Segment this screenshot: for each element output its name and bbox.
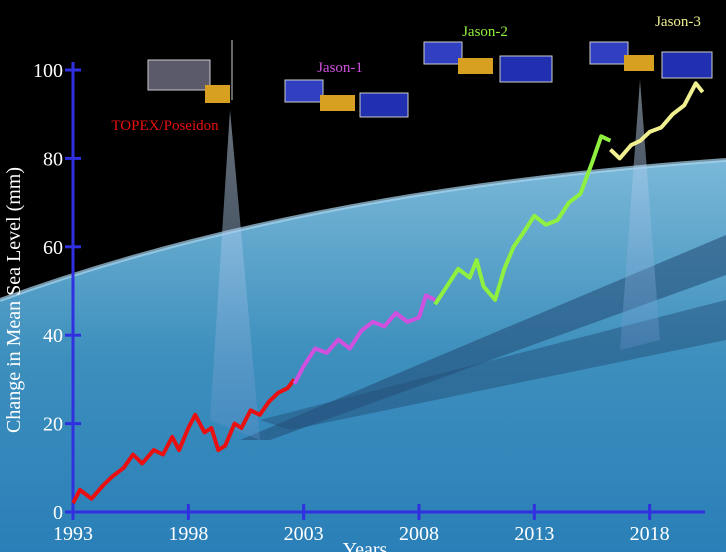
x-tick-label: 2018 xyxy=(630,523,670,545)
x-tick-label: 1998 xyxy=(168,523,208,545)
series-line xyxy=(609,81,705,161)
atmosphere xyxy=(0,158,726,302)
mission-label: Jason-2 xyxy=(462,24,508,40)
series-line xyxy=(71,378,296,505)
beam xyxy=(620,80,660,350)
x-tick-label: 1993 xyxy=(53,523,93,545)
mission-label: Jason-3 xyxy=(655,14,701,30)
satellite xyxy=(423,41,553,83)
x-axis-label: Years xyxy=(343,539,388,552)
ground-track xyxy=(260,300,726,430)
series-line xyxy=(292,293,436,385)
y-tick-label: 20 xyxy=(43,414,63,436)
series-line xyxy=(433,134,612,306)
y-tick-label: 40 xyxy=(43,325,63,347)
y-tick-label: 0 xyxy=(53,502,63,524)
y-tick-label: 100 xyxy=(33,60,63,82)
x-tick-label: 2003 xyxy=(284,523,324,545)
satellite xyxy=(589,41,713,79)
satellite xyxy=(147,40,233,103)
mission-label: Jason-1 xyxy=(317,60,363,76)
x-tick-label: 2013 xyxy=(514,523,554,545)
mission-label: TOPEX/Poseidon xyxy=(111,118,219,134)
y-tick-label: 60 xyxy=(43,237,63,259)
y-tick-label: 80 xyxy=(43,148,63,170)
x-tick-label: 2008 xyxy=(399,523,439,545)
beam xyxy=(210,110,260,440)
satellite xyxy=(284,79,409,118)
ground-track xyxy=(240,235,726,440)
y-axis-label: Change in Mean Sea Level (mm) xyxy=(3,167,25,433)
earth xyxy=(0,160,726,552)
